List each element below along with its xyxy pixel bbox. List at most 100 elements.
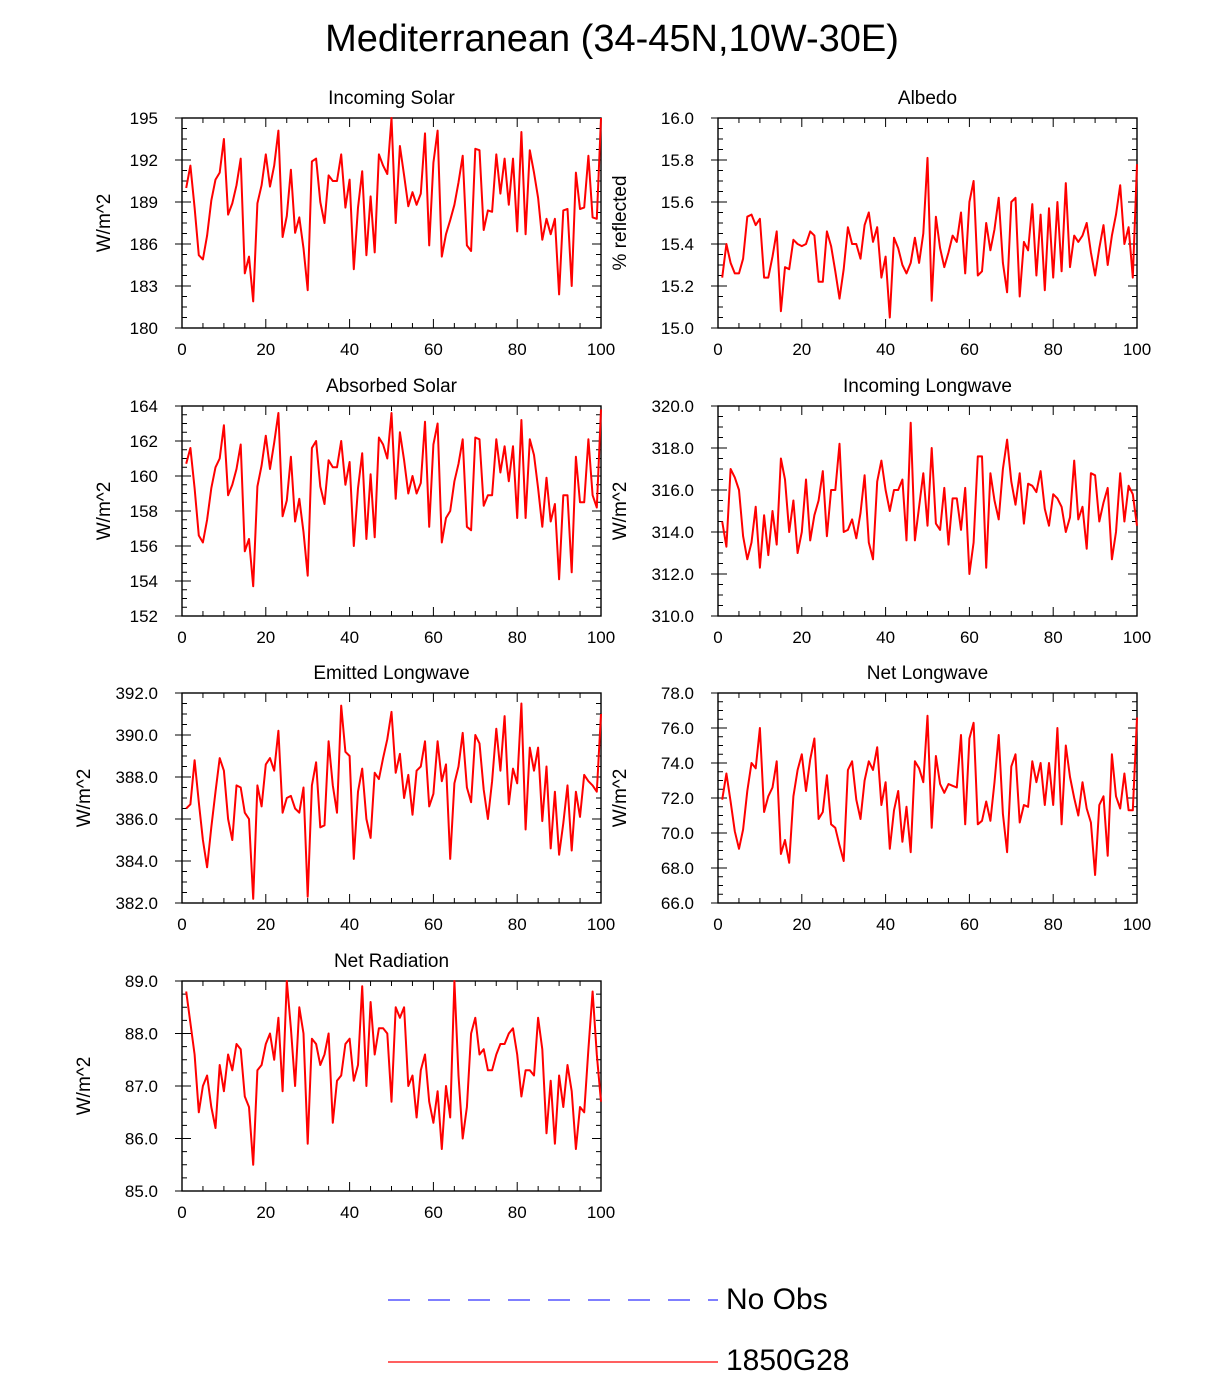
x-tick-label: 20 xyxy=(256,915,275,934)
y-tick-label: 388.0 xyxy=(115,768,158,787)
x-tick-label: 40 xyxy=(876,628,895,647)
x-tick-label: 80 xyxy=(508,340,527,359)
chart-title: Incoming Longwave xyxy=(843,376,1012,397)
series-line-1850g28 xyxy=(721,421,1138,575)
x-tick-label: 20 xyxy=(792,628,811,647)
x-tick-label: 0 xyxy=(177,1203,186,1222)
chart-title: Net Radiation xyxy=(334,951,449,972)
y-axis-label: % reflected xyxy=(610,175,631,270)
y-tick-label: 180 xyxy=(130,319,158,338)
x-tick-label: 100 xyxy=(587,1203,615,1222)
x-tick-label: 60 xyxy=(960,628,979,647)
y-axis-label: W/m^2 xyxy=(610,482,631,541)
y-tick-label: 314.0 xyxy=(651,523,694,542)
y-axis-label: W/m^2 xyxy=(74,1057,95,1116)
y-tick-label: 384.0 xyxy=(115,852,158,871)
y-tick-label: 68.0 xyxy=(661,859,694,878)
y-tick-label: 312.0 xyxy=(651,565,694,584)
y-tick-label: 66.0 xyxy=(661,894,694,913)
x-tick-label: 80 xyxy=(508,915,527,934)
x-tick-label: 60 xyxy=(424,1203,443,1222)
figure-title: Mediterranean (34-45N,10W-30E) xyxy=(325,18,899,60)
y-tick-label: 318.0 xyxy=(651,439,694,458)
plot-frame xyxy=(181,117,602,329)
y-tick-label: 15.6 xyxy=(661,193,694,212)
x-tick-label: 20 xyxy=(256,340,275,359)
x-tick-label: 80 xyxy=(1044,340,1063,359)
y-tick-label: 160 xyxy=(130,467,158,486)
y-axis-label: W/m^2 xyxy=(94,194,115,253)
x-tick-label: 100 xyxy=(587,915,615,934)
y-tick-label: 86.0 xyxy=(125,1130,158,1149)
chart-emitted-longwave: 0 20 40 60 80 100 382.0 384.0 386.0 388.0 390.0 392… xyxy=(74,663,615,934)
series-line-1850g28 xyxy=(721,156,1138,319)
series-line-1850g28 xyxy=(185,980,602,1166)
chart-title: Incoming Solar xyxy=(328,88,455,109)
y-tick-label: 89.0 xyxy=(125,972,158,991)
x-tick-label: 100 xyxy=(587,628,615,647)
x-tick-label: 60 xyxy=(960,340,979,359)
chart-net-radiation: 0 20 40 60 80 100 85.0 86.0 87.0 88.0 89.0 Net Radi… xyxy=(74,951,615,1222)
x-tick-label: 40 xyxy=(340,340,359,359)
x-tick-label: 20 xyxy=(792,915,811,934)
y-tick-label: 15.2 xyxy=(661,277,694,296)
chart-title: Emitted Longwave xyxy=(313,663,469,684)
y-tick-label: 70.0 xyxy=(661,824,694,843)
x-tick-label: 0 xyxy=(713,915,722,934)
y-tick-label: 183 xyxy=(130,277,158,296)
x-tick-label: 40 xyxy=(340,1203,359,1222)
y-axis-label: W/m^2 xyxy=(94,482,115,541)
y-axis-label: W/m^2 xyxy=(610,769,631,828)
chart-title: Absorbed Solar xyxy=(326,376,458,397)
chart-title: Net Longwave xyxy=(867,663,988,684)
series-line-1850g28 xyxy=(185,117,602,303)
y-tick-label: 78.0 xyxy=(661,684,694,703)
y-tick-label: 76.0 xyxy=(661,719,694,738)
chart-albedo: 0 20 40 60 80 100 15.0 15.2 15.4 15.6 15.8 16.0 Albe… xyxy=(610,88,1151,359)
x-tick-label: 80 xyxy=(1044,915,1063,934)
chart-title: Albedo xyxy=(898,88,957,109)
x-tick-label: 60 xyxy=(960,915,979,934)
y-tick-label: 382.0 xyxy=(115,894,158,913)
chart-net-longwave: 0 20 40 60 80 100 66.0 68.0 70.0 72.0 74.0 76.0 78.0… xyxy=(610,663,1151,934)
y-axis-label: W/m^2 xyxy=(74,769,95,828)
x-tick-label: 80 xyxy=(1044,628,1063,647)
y-tick-label: 152 xyxy=(130,607,158,626)
y-tick-label: 16.0 xyxy=(661,109,694,128)
x-tick-label: 60 xyxy=(424,340,443,359)
y-tick-label: 392.0 xyxy=(115,684,158,703)
x-tick-label: 40 xyxy=(876,915,895,934)
y-tick-label: 310.0 xyxy=(651,607,694,626)
y-tick-label: 74.0 xyxy=(661,754,694,773)
x-tick-label: 20 xyxy=(256,1203,275,1222)
y-tick-label: 192 xyxy=(130,151,158,170)
series-line-1850g28 xyxy=(721,714,1138,876)
x-tick-label: 100 xyxy=(1123,340,1151,359)
x-tick-label: 20 xyxy=(792,340,811,359)
x-tick-label: 40 xyxy=(340,628,359,647)
series-line-1850g28 xyxy=(185,409,602,588)
y-tick-label: 195 xyxy=(130,109,158,128)
y-tick-label: 390.0 xyxy=(115,726,158,745)
x-tick-label: 0 xyxy=(177,915,186,934)
y-tick-label: 158 xyxy=(130,502,158,521)
x-tick-label: 40 xyxy=(340,915,359,934)
y-tick-label: 87.0 xyxy=(125,1077,158,1096)
legend-label-1850g28: 1850G28 xyxy=(726,1344,850,1377)
y-tick-label: 15.0 xyxy=(661,319,694,338)
x-tick-label: 100 xyxy=(587,340,615,359)
y-tick-label: 154 xyxy=(130,572,158,591)
y-tick-label: 186 xyxy=(130,235,158,254)
x-tick-label: 60 xyxy=(424,915,443,934)
y-tick-label: 72.0 xyxy=(661,789,694,808)
x-tick-label: 80 xyxy=(508,628,527,647)
x-tick-label: 100 xyxy=(1123,915,1151,934)
y-tick-label: 88.0 xyxy=(125,1025,158,1044)
x-tick-label: 0 xyxy=(713,628,722,647)
x-tick-label: 60 xyxy=(424,628,443,647)
y-tick-label: 316.0 xyxy=(651,481,694,500)
legend-label-no-obs: No Obs xyxy=(726,1283,828,1316)
series-line-1850g28 xyxy=(185,702,602,900)
